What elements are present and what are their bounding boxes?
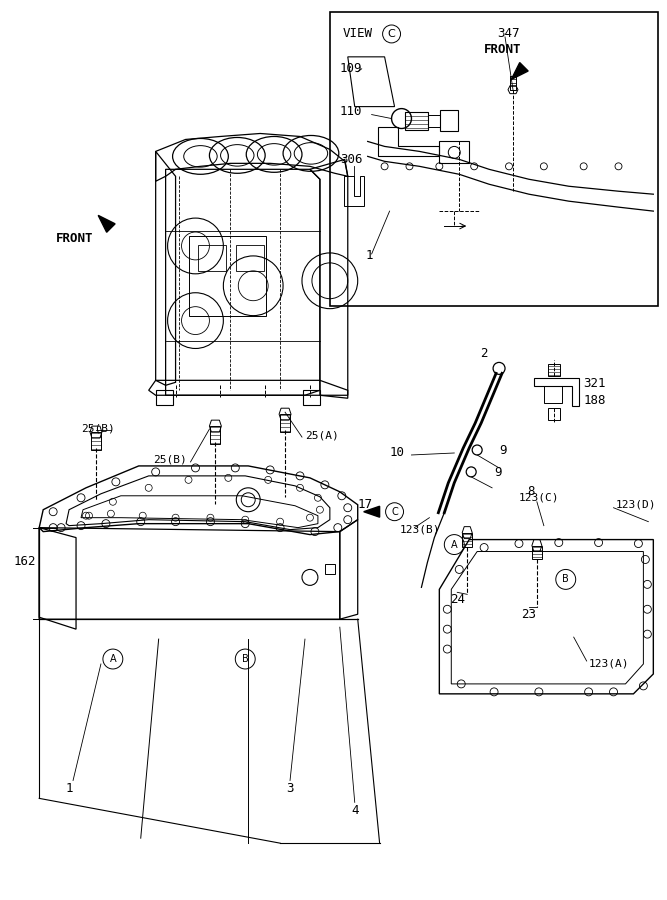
- Bar: [325, 564, 335, 574]
- Bar: [210, 426, 220, 444]
- Bar: [532, 545, 542, 560]
- Text: 188: 188: [584, 393, 606, 407]
- Bar: [440, 141, 469, 163]
- Text: B: B: [562, 574, 569, 584]
- Text: 321: 321: [584, 377, 606, 390]
- Text: 110: 110: [340, 105, 362, 118]
- Text: 3: 3: [286, 782, 293, 795]
- Text: 1: 1: [366, 249, 373, 263]
- Text: A: A: [109, 654, 116, 664]
- Text: VIEW: VIEW: [343, 27, 373, 40]
- Text: 9: 9: [494, 466, 502, 480]
- Bar: [236, 245, 264, 271]
- Text: 123(B): 123(B): [400, 525, 440, 535]
- Text: 306: 306: [340, 153, 362, 166]
- Text: 109: 109: [340, 62, 362, 76]
- Text: C: C: [388, 29, 396, 39]
- Text: C: C: [391, 507, 398, 517]
- Text: 123(C): 123(C): [519, 493, 560, 503]
- Text: 10: 10: [390, 446, 405, 460]
- Text: 123(A): 123(A): [589, 659, 629, 669]
- Text: 1: 1: [65, 782, 73, 795]
- Text: 23: 23: [522, 608, 536, 621]
- Polygon shape: [98, 215, 115, 232]
- Bar: [462, 533, 472, 546]
- Polygon shape: [364, 506, 380, 518]
- Bar: [404, 112, 428, 130]
- Bar: [199, 245, 226, 271]
- Text: 24: 24: [450, 593, 465, 606]
- Polygon shape: [512, 63, 528, 79]
- Bar: [510, 76, 516, 90]
- Bar: [440, 110, 458, 131]
- Text: 25(A): 25(A): [305, 430, 339, 440]
- Bar: [330, 12, 658, 306]
- Text: 9: 9: [499, 445, 506, 457]
- Bar: [189, 236, 266, 316]
- Bar: [428, 114, 440, 127]
- Text: 347: 347: [497, 27, 520, 40]
- Text: 2: 2: [480, 347, 488, 360]
- Text: 4: 4: [351, 804, 358, 817]
- Text: 123(D): 123(D): [616, 500, 656, 509]
- Text: FRONT: FRONT: [484, 43, 522, 57]
- Text: A: A: [451, 540, 458, 550]
- Text: 8: 8: [527, 485, 534, 499]
- Text: 17: 17: [358, 499, 373, 511]
- Text: 25(B): 25(B): [81, 423, 115, 433]
- Text: FRONT: FRONT: [56, 232, 93, 246]
- Text: 25(B): 25(B): [153, 455, 187, 465]
- Bar: [91, 432, 101, 450]
- Bar: [280, 414, 290, 432]
- Text: B: B: [242, 654, 249, 664]
- Text: 162: 162: [13, 555, 36, 568]
